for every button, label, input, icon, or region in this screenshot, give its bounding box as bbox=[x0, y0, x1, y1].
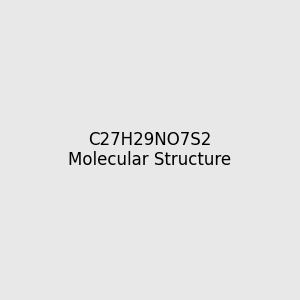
Text: C27H29NO7S2
Molecular Structure: C27H29NO7S2 Molecular Structure bbox=[68, 130, 232, 170]
